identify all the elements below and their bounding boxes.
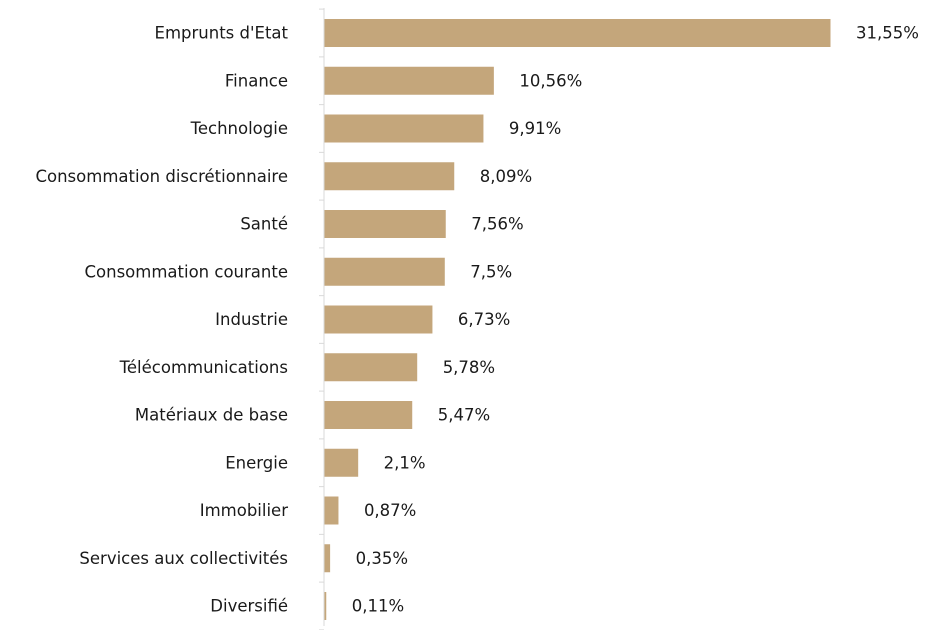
bar (324, 496, 339, 525)
data-label: 2,1% (384, 453, 426, 472)
data-label: 7,5% (470, 262, 512, 281)
bar (324, 210, 446, 238)
bar (324, 448, 359, 477)
category-labels-layer: Emprunts d'Etat Finance Technologie Consomm… (35, 24, 288, 616)
data-label: 10,56% (519, 71, 582, 90)
bar (324, 162, 455, 191)
category-label: Services aux collectivités (79, 549, 288, 568)
bar (324, 257, 445, 286)
data-label: 5,78% (443, 358, 495, 377)
bar (324, 19, 831, 47)
bar (324, 66, 494, 95)
data-label: 0,11% (352, 597, 404, 616)
category-label: Télécommunications (119, 358, 288, 377)
category-label: Immobilier (200, 501, 288, 520)
data-label: 5,47% (438, 406, 490, 425)
category-label: Technologie (190, 119, 288, 138)
bar (324, 353, 418, 382)
bar (324, 544, 331, 573)
category-label: Diversifié (210, 597, 288, 616)
data-label: 0,35% (356, 549, 408, 568)
category-label: Finance (225, 71, 288, 90)
category-label: Energie (225, 453, 288, 472)
bars-layer (324, 19, 831, 620)
category-label: Santé (240, 215, 288, 234)
bar (324, 114, 484, 143)
data-label: 31,55% (856, 24, 919, 43)
category-label: Industrie (215, 310, 288, 329)
category-label: Consommation courante (85, 262, 288, 281)
category-label: Emprunts d'Etat (155, 24, 289, 43)
data-label: 9,91% (509, 119, 561, 138)
axis-layer (319, 8, 325, 630)
bar (324, 305, 433, 334)
data-label: 7,56% (471, 215, 523, 234)
data-label: 8,09% (480, 167, 532, 186)
bar (324, 401, 413, 429)
category-label: Consommation discrétionnaire (35, 167, 288, 186)
data-label: 6,73% (458, 310, 510, 329)
category-label: Matériaux de base (135, 406, 288, 425)
data-label: 0,87% (364, 501, 416, 520)
value-labels-layer: 31,55% 10,56% 9,91% 8,09% 7,56% 7,5% 6,73% 5,78… (352, 24, 919, 616)
bar (324, 592, 327, 620)
